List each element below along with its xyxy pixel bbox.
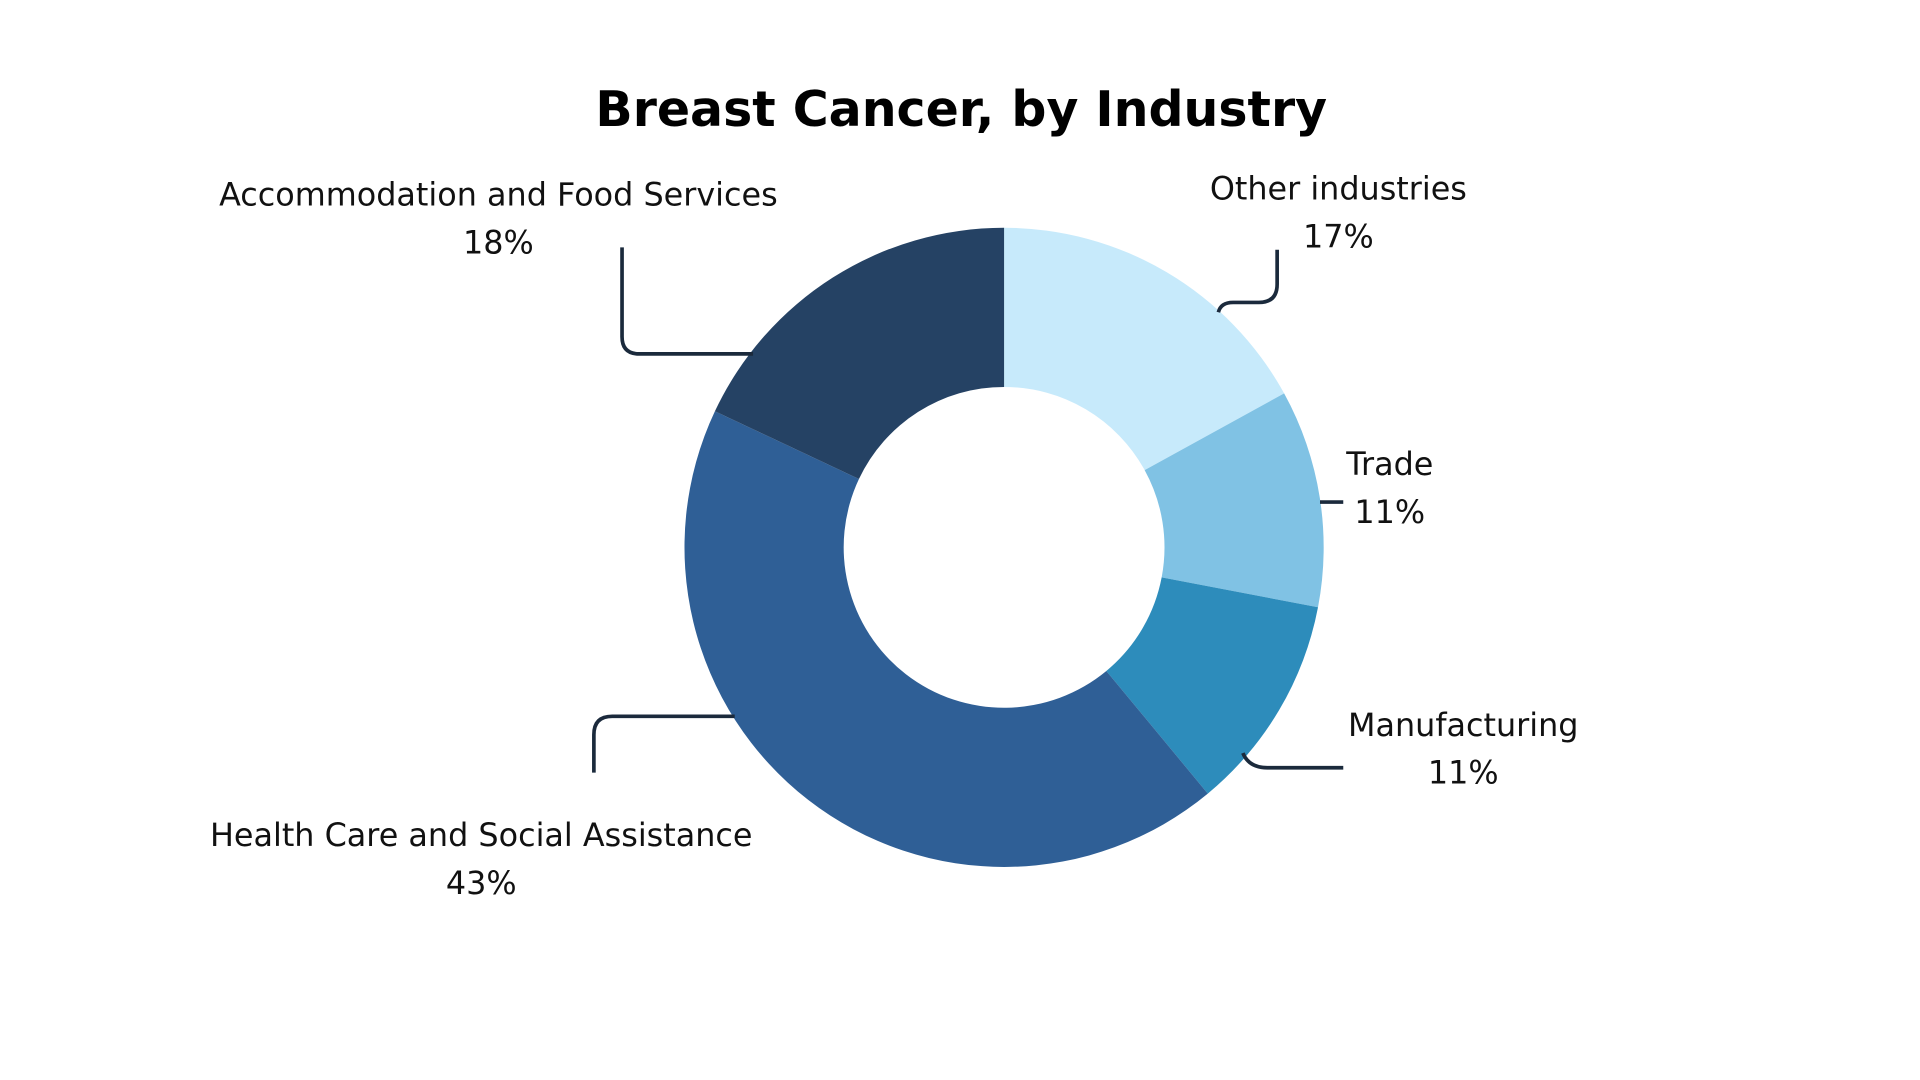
value-other: 17% [1303, 217, 1374, 255]
leader-line-accommodation [620, 247, 754, 356]
value-trade: 11% [1354, 493, 1425, 531]
label-other: Other industries [1210, 170, 1467, 208]
slice-accommodation-and-food-services [714, 227, 1005, 480]
slice-other-industries [1004, 227, 1285, 471]
slices [684, 227, 1324, 867]
leader-line-other [1216, 249, 1279, 313]
slice-manufacturing [1106, 577, 1319, 794]
value-manufacturing: 11% [1428, 754, 1499, 792]
leader-line-manufacturing [1241, 752, 1344, 770]
label-trade: Trade [1345, 445, 1433, 483]
leader-line-health [592, 714, 735, 773]
chart-title: Breast Cancer, by Industry [595, 81, 1327, 138]
label-health: Health Care and Social Assistance [210, 816, 753, 854]
label-manufacturing: Manufacturing [1348, 706, 1578, 744]
slice-trade [1144, 393, 1324, 608]
label-accommodation: Accommodation and Food Services [219, 176, 778, 214]
slice-health-care-and-social-assistance [684, 411, 1208, 867]
value-health: 43% [446, 864, 517, 902]
value-accommodation: 18% [463, 223, 534, 261]
